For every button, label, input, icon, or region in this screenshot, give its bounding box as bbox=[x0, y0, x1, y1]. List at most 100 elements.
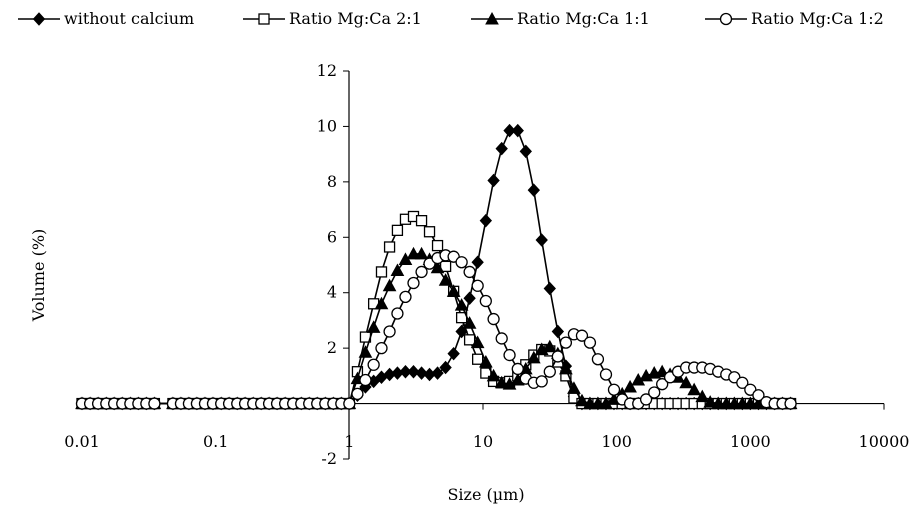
data-point bbox=[446, 284, 461, 297]
data-point bbox=[583, 336, 597, 349]
legend-label: Ratio Mg:Ca 1:2 bbox=[751, 9, 884, 28]
data-point bbox=[359, 373, 372, 387]
data-point bbox=[462, 316, 477, 329]
data-point bbox=[511, 362, 524, 376]
data-point bbox=[639, 393, 653, 406]
x-tick-label: 0.1 bbox=[203, 432, 228, 451]
data-point bbox=[438, 273, 453, 286]
x-axis-label: Size (µm) bbox=[447, 485, 524, 504]
data-point bbox=[607, 383, 621, 396]
data-point bbox=[471, 255, 484, 269]
data-point bbox=[358, 345, 373, 358]
data-point bbox=[752, 389, 765, 402]
data-point bbox=[511, 123, 524, 138]
data-point bbox=[439, 360, 452, 375]
x-tick-label: 1 bbox=[344, 432, 354, 451]
data-point bbox=[543, 281, 556, 296]
legend: without calcium Ratio Mg:Ca 2:1 Ratio Mg:C… bbox=[18, 9, 884, 28]
data-point bbox=[487, 173, 500, 188]
data-point bbox=[383, 241, 396, 253]
data-point bbox=[527, 183, 540, 197]
legend-marker bbox=[485, 11, 499, 25]
x-tick-label: 10000 bbox=[859, 432, 910, 451]
y-tick-label: 2 bbox=[327, 338, 337, 357]
data-point bbox=[447, 346, 460, 361]
data-point bbox=[551, 350, 564, 363]
data-point bbox=[567, 381, 581, 394]
data-point bbox=[148, 397, 161, 410]
data-point bbox=[495, 141, 508, 156]
data-point bbox=[414, 246, 429, 260]
data-point bbox=[343, 397, 356, 410]
data-point bbox=[648, 386, 661, 399]
data-point bbox=[407, 364, 420, 379]
data-point bbox=[503, 123, 516, 138]
data-point bbox=[703, 395, 718, 408]
data-point bbox=[382, 278, 397, 292]
data-point bbox=[455, 256, 468, 269]
data-point bbox=[486, 368, 501, 382]
data-point bbox=[559, 361, 573, 375]
data-point bbox=[470, 335, 485, 349]
data-point bbox=[399, 290, 412, 304]
data-point bbox=[431, 366, 444, 380]
data-point bbox=[695, 389, 710, 403]
legend-entry-2: Ratio Mg:Ca 2:1 bbox=[243, 9, 422, 28]
data-point bbox=[399, 364, 412, 379]
legend-marker bbox=[258, 13, 270, 25]
data-point bbox=[679, 375, 693, 389]
data-point bbox=[487, 312, 500, 326]
data-point bbox=[543, 365, 556, 378]
data-point bbox=[463, 334, 476, 346]
y-tick-label: 10 bbox=[317, 116, 337, 135]
data-point bbox=[463, 265, 476, 279]
y-tick-label: 12 bbox=[317, 61, 337, 80]
data-point bbox=[478, 354, 493, 368]
data-point bbox=[375, 266, 388, 278]
y-tick-label: 4 bbox=[327, 283, 337, 302]
x-tick-label: 1000 bbox=[730, 432, 771, 451]
data-point bbox=[784, 397, 797, 410]
data-point bbox=[367, 358, 380, 371]
legend-entry-3: Ratio Mg:Ca 1:1 bbox=[471, 9, 650, 28]
legend-label: without calcium bbox=[64, 9, 194, 28]
data-point bbox=[383, 325, 396, 338]
data-point bbox=[503, 348, 516, 362]
y-tick-label: -2 bbox=[321, 449, 337, 468]
data-point bbox=[471, 279, 484, 292]
data-point bbox=[366, 320, 381, 333]
data-point bbox=[415, 215, 428, 227]
legend-label: Ratio Mg:Ca 1:1 bbox=[517, 9, 650, 28]
data-point bbox=[575, 393, 589, 407]
y-axis-label: Volume (%) bbox=[29, 229, 48, 323]
data-point bbox=[415, 366, 428, 380]
legend-entry-1: without calcium bbox=[18, 9, 194, 28]
data-point bbox=[535, 375, 548, 388]
data-point bbox=[559, 336, 573, 349]
data-point bbox=[454, 298, 469, 311]
legend-marker bbox=[32, 12, 46, 26]
data-point bbox=[535, 233, 548, 247]
x-tick-label: 10 bbox=[473, 432, 493, 451]
data-point bbox=[463, 291, 476, 305]
data-point bbox=[351, 387, 364, 401]
data-point bbox=[479, 213, 493, 228]
data-point bbox=[743, 396, 758, 410]
data-point bbox=[479, 294, 492, 308]
data-point bbox=[431, 239, 444, 252]
data-point bbox=[591, 353, 605, 366]
data-point bbox=[575, 329, 589, 342]
x-tick-label: 100 bbox=[601, 432, 632, 451]
y-tick-label: 6 bbox=[327, 227, 337, 246]
data-point bbox=[430, 260, 445, 274]
data-point bbox=[656, 378, 669, 391]
data-point bbox=[519, 144, 532, 159]
data-point bbox=[711, 396, 726, 410]
data-point bbox=[599, 368, 613, 381]
data-point bbox=[480, 367, 492, 379]
data-point bbox=[375, 341, 388, 355]
data-point bbox=[526, 350, 541, 364]
data-point bbox=[415, 265, 428, 279]
data-point bbox=[551, 324, 565, 339]
